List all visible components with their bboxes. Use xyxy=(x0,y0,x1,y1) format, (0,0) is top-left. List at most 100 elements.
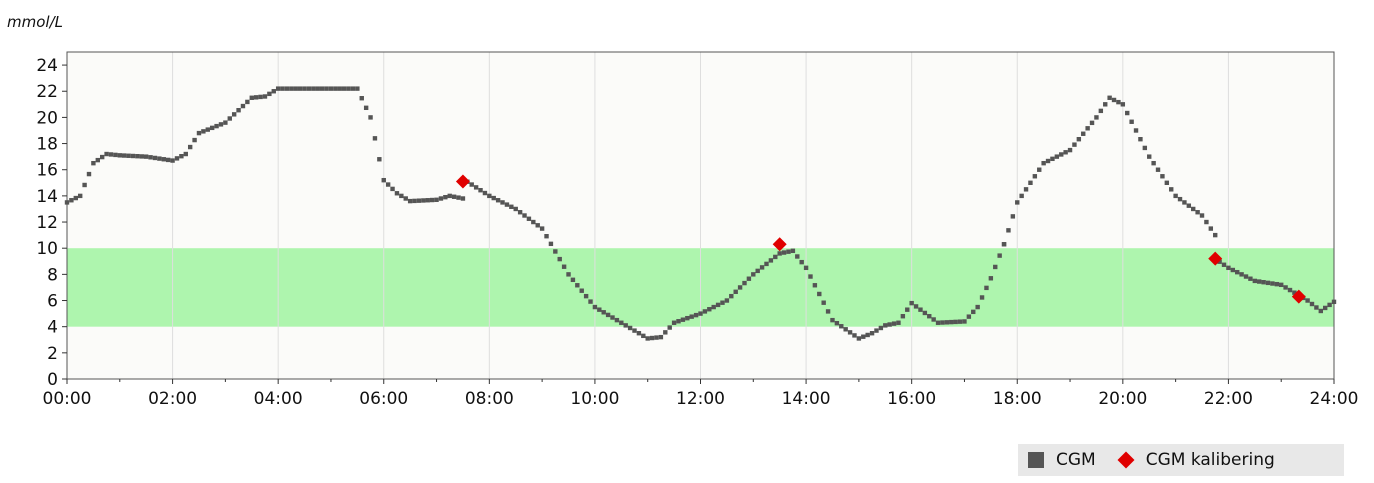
cgm-point xyxy=(649,335,655,341)
cgm-point xyxy=(447,193,452,199)
cgm-point xyxy=(148,155,153,160)
cgm-point xyxy=(284,86,290,91)
cgm-point xyxy=(610,315,615,320)
cgm-point xyxy=(1006,228,1011,233)
cgm-point xyxy=(966,314,972,319)
cgm-point xyxy=(812,283,818,288)
cgm-point xyxy=(363,105,369,111)
cgm-point xyxy=(1177,196,1183,202)
cgm-point xyxy=(491,195,496,201)
cgm-point xyxy=(1133,128,1139,133)
cgm-point xyxy=(755,268,760,274)
cgm-point xyxy=(223,120,228,125)
cgm-point xyxy=(73,195,78,201)
cgm-point xyxy=(368,115,373,120)
cgm-point xyxy=(1195,210,1200,215)
cgm-point xyxy=(1045,158,1051,164)
cgm-point xyxy=(975,304,980,310)
x-tick-label: 14:00 xyxy=(782,389,831,409)
cgm-point xyxy=(641,333,646,339)
cgm-point xyxy=(82,182,87,188)
x-tick-label: 18:00 xyxy=(993,389,1042,409)
diamond-marker-icon xyxy=(1117,451,1135,469)
cgm-point xyxy=(1182,200,1187,205)
cgm-point xyxy=(927,314,932,319)
cgm-point xyxy=(394,191,400,196)
cgm-point xyxy=(231,112,237,117)
cgm-point xyxy=(1059,152,1064,157)
cgm-point xyxy=(592,304,598,310)
cgm-point xyxy=(275,86,281,91)
cgm-point xyxy=(1318,308,1324,314)
cgm-point xyxy=(456,195,461,200)
cgm-point xyxy=(799,259,804,265)
cgm-point xyxy=(425,198,430,203)
cgm-point xyxy=(1173,193,1178,199)
cgm-point xyxy=(179,154,184,159)
cgm-point xyxy=(1067,147,1073,153)
cgm-point xyxy=(1217,259,1222,264)
cgm-point xyxy=(443,194,448,200)
cgm-point xyxy=(381,177,386,183)
cgm-point xyxy=(1164,180,1170,185)
y-tick-label: 8 xyxy=(47,265,58,285)
cgm-point xyxy=(289,86,294,91)
cgm-point xyxy=(896,320,901,325)
cgm-point xyxy=(619,320,624,325)
cgm-point xyxy=(601,310,606,315)
cgm-point xyxy=(227,116,232,121)
cgm-point xyxy=(1252,278,1258,284)
cgm-point xyxy=(913,304,919,309)
x-tick-label: 02:00 xyxy=(148,389,197,409)
cgm-point xyxy=(500,200,505,205)
cgm-point xyxy=(1287,287,1293,293)
cgm-point xyxy=(249,95,254,100)
cgm-point xyxy=(372,136,378,141)
cgm-point xyxy=(1151,160,1156,166)
cgm-point xyxy=(773,254,778,260)
cgm-series xyxy=(64,86,1337,341)
x-tick-label: 16:00 xyxy=(887,389,936,409)
cgm-point xyxy=(1279,282,1284,288)
cgm-point xyxy=(781,250,787,255)
cgm-point xyxy=(689,314,694,319)
cgm-point xyxy=(1129,119,1134,124)
cgm-point xyxy=(993,264,998,270)
cgm-point xyxy=(759,265,765,270)
cgm-point xyxy=(495,198,501,203)
x-tick-label: 22:00 xyxy=(1204,389,1253,409)
cgm-point xyxy=(161,157,166,162)
y-tick-label: 4 xyxy=(47,318,58,338)
cgm-point xyxy=(1204,219,1209,225)
cgm-point xyxy=(751,272,756,277)
legend-item-calibration: CGM kalibering xyxy=(1117,450,1275,470)
cgm-point xyxy=(1019,193,1024,199)
cgm-point xyxy=(786,249,791,254)
cgm-point xyxy=(957,319,963,324)
cgm-point xyxy=(117,153,122,158)
x-tick-label: 10:00 xyxy=(570,389,619,409)
cgm-point xyxy=(262,94,268,99)
cgm-point xyxy=(196,130,202,136)
cgm-point xyxy=(1147,154,1152,159)
cgm-point xyxy=(1089,120,1095,126)
cgm-point xyxy=(1283,285,1288,290)
cgm-point xyxy=(429,197,435,203)
cgm-point xyxy=(803,265,809,271)
cgm-point xyxy=(698,311,703,316)
cgm-point xyxy=(1103,102,1108,107)
legend-item-cgm: CGM xyxy=(1028,450,1096,470)
cgm-point xyxy=(861,334,866,339)
cgm-point xyxy=(667,325,672,330)
cgm-point xyxy=(843,327,848,332)
cgm-point xyxy=(663,330,668,335)
y-tick-label: 12 xyxy=(36,213,58,233)
cgm-point xyxy=(509,204,514,209)
cgm-point xyxy=(711,304,716,310)
cgm-point xyxy=(1032,174,1038,179)
cgm-point xyxy=(297,86,303,91)
cgm-point xyxy=(346,86,351,91)
cgm-point xyxy=(671,320,677,325)
